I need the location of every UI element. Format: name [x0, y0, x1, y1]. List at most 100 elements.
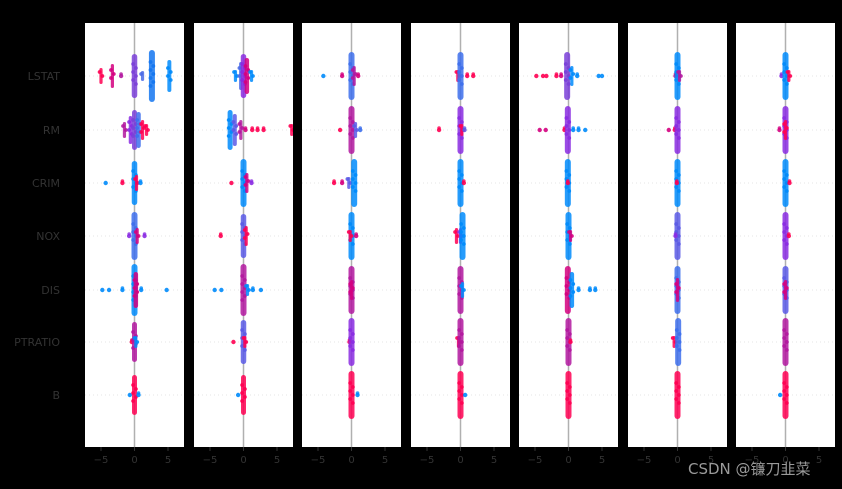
shap-point	[240, 169, 245, 173]
x-axis: −5 0 5	[203, 447, 280, 466]
shap-point	[348, 290, 352, 294]
shap-point	[131, 70, 136, 74]
shap-point	[348, 381, 352, 385]
shap-point	[131, 169, 136, 173]
shap-point	[565, 389, 569, 393]
shap-point	[460, 340, 464, 344]
shap-point	[348, 181, 353, 185]
shap-point	[350, 177, 355, 181]
x-tick-label: 5	[382, 455, 388, 466]
shap-point	[348, 328, 352, 332]
shap-point	[138, 179, 143, 183]
shap-point	[97, 70, 102, 74]
shap-point	[564, 292, 569, 296]
shap-point	[782, 290, 786, 294]
shap-point	[243, 72, 248, 76]
shap-point	[677, 189, 681, 193]
shap-point	[243, 387, 247, 391]
shap-point-column	[148, 50, 155, 102]
shap-point	[351, 385, 355, 389]
shap-point	[240, 126, 245, 130]
shap-point	[240, 391, 245, 395]
shap-point	[135, 118, 140, 122]
x-axis: −5 0 5	[94, 447, 171, 466]
shap-point	[782, 389, 786, 393]
shap-point	[131, 78, 136, 82]
shap-point	[151, 64, 156, 68]
shap-point	[243, 348, 247, 352]
shap-point	[677, 120, 681, 124]
shap-point	[127, 392, 133, 398]
shap-point	[242, 228, 247, 232]
shap-point	[212, 287, 217, 293]
shap-point	[457, 70, 461, 74]
shap-point	[674, 62, 678, 66]
shap-point	[457, 276, 461, 280]
shap-point	[567, 230, 572, 234]
shap-point	[348, 116, 352, 120]
shap-point	[785, 66, 789, 70]
shap-point	[346, 230, 351, 234]
shap-point	[457, 328, 461, 332]
shap-point	[168, 78, 173, 82]
shap-point	[131, 126, 136, 130]
shap-point	[785, 82, 789, 86]
shap-point	[460, 385, 464, 389]
shap-point	[568, 338, 573, 342]
shap-point	[788, 74, 793, 78]
shap-point	[674, 132, 678, 136]
shap-point	[677, 128, 681, 132]
shap-point	[437, 126, 441, 130]
shap-point	[134, 66, 138, 70]
shap-point	[568, 76, 573, 80]
shap-point	[243, 175, 248, 179]
shap-point	[566, 179, 570, 183]
shap-point	[348, 282, 352, 286]
shap-point	[674, 336, 679, 340]
shap-point	[109, 76, 113, 80]
shap-point	[229, 180, 234, 186]
x-tick-label: 0	[674, 455, 680, 466]
shap-point	[673, 232, 678, 236]
shap-point	[459, 238, 464, 242]
shap-point	[457, 177, 461, 181]
shap-point	[676, 70, 681, 74]
shap-point-column	[136, 112, 141, 148]
x-tick-label: 5	[165, 455, 171, 466]
shap-point	[785, 70, 790, 74]
feature-label-dis: DIS	[41, 284, 60, 297]
shap-point	[135, 282, 140, 286]
shap-point	[568, 332, 572, 336]
shap-point	[564, 132, 569, 136]
shap-point-column	[569, 272, 575, 308]
shap-point	[565, 238, 569, 242]
x-tick-label: 5	[816, 455, 822, 466]
shap-point	[782, 328, 786, 332]
shap-point	[127, 128, 131, 132]
shap-point	[123, 128, 128, 132]
shap-point	[785, 393, 789, 397]
shap-point	[134, 387, 138, 391]
shap-point	[231, 120, 236, 124]
shap-point	[782, 185, 786, 189]
shap-point	[567, 120, 572, 124]
shap-point	[351, 393, 355, 397]
shap-point	[460, 82, 464, 86]
shap-point	[240, 78, 245, 82]
shap-point	[462, 179, 466, 183]
shap-point	[348, 276, 352, 280]
shap-point	[219, 287, 224, 293]
panel-1: −5 0 5	[85, 23, 184, 466]
beeswarm-points	[534, 52, 605, 419]
feature-label-lstat: LSTAT	[28, 70, 61, 83]
shap-point	[674, 381, 678, 385]
shap-point	[674, 328, 679, 332]
shap-point	[677, 173, 681, 177]
shap-point	[139, 130, 144, 134]
shap-point	[131, 134, 136, 138]
shap-point	[164, 287, 169, 293]
shap-point	[139, 122, 144, 126]
shap-point	[782, 276, 786, 280]
shap-point	[237, 122, 242, 126]
shap-point	[460, 393, 464, 397]
